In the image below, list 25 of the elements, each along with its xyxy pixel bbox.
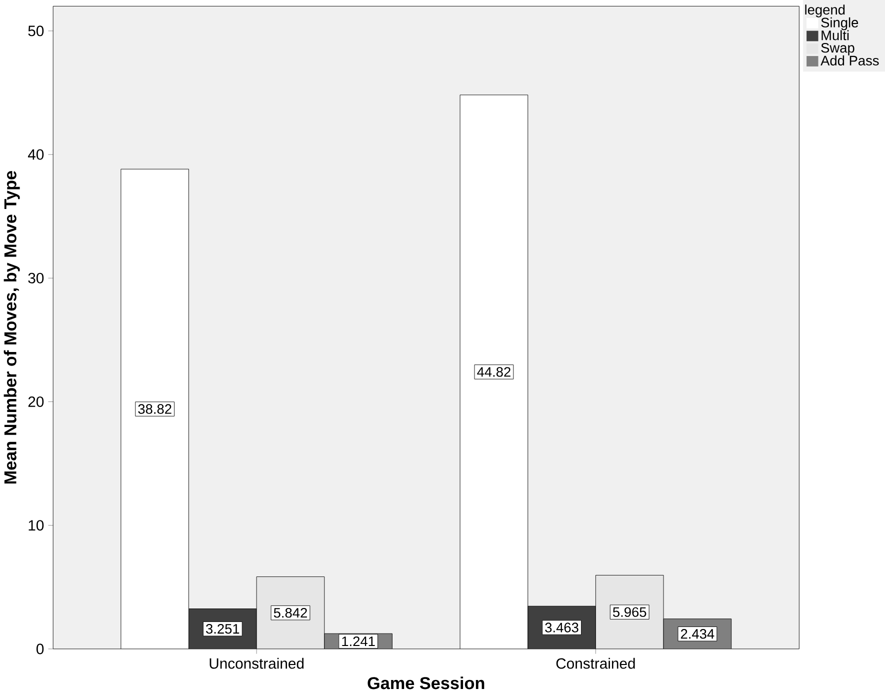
y-tick-label: 40 <box>28 149 44 160</box>
legend-label: Swap <box>821 42 854 56</box>
data-label: 1.241 <box>342 636 375 646</box>
y-tick-label: 50 <box>28 26 44 36</box>
data-label: 38.82 <box>138 404 172 414</box>
bar <box>120 168 189 649</box>
data-label: 5.842 <box>274 608 307 618</box>
bar <box>460 94 528 649</box>
data-label: 2.434 <box>680 629 714 639</box>
data-label: 3.463 <box>545 622 578 632</box>
y-axis-title: Mean Number of Moves, by Move Type <box>4 171 20 484</box>
y-tick-label: 30 <box>28 272 44 284</box>
x-tick-label: Unconstrained <box>210 658 304 669</box>
legend-label: Add Pass <box>820 55 879 66</box>
y-tick-label: 0 <box>36 644 44 654</box>
data-label: 3.251 <box>206 624 240 634</box>
y-tick-label: 20 <box>28 396 44 407</box>
x-axis-title: Game Session <box>368 676 484 690</box>
legend-label: Multi <box>822 30 849 40</box>
y-tick-label: 10 <box>28 520 44 531</box>
legend-label: Single <box>821 17 858 30</box>
legend-title: legend <box>805 4 845 18</box>
x-tick-label: Constrained <box>556 658 635 669</box>
data-label: 5.965 <box>612 607 646 617</box>
data-label: 44.82 <box>477 367 510 377</box>
